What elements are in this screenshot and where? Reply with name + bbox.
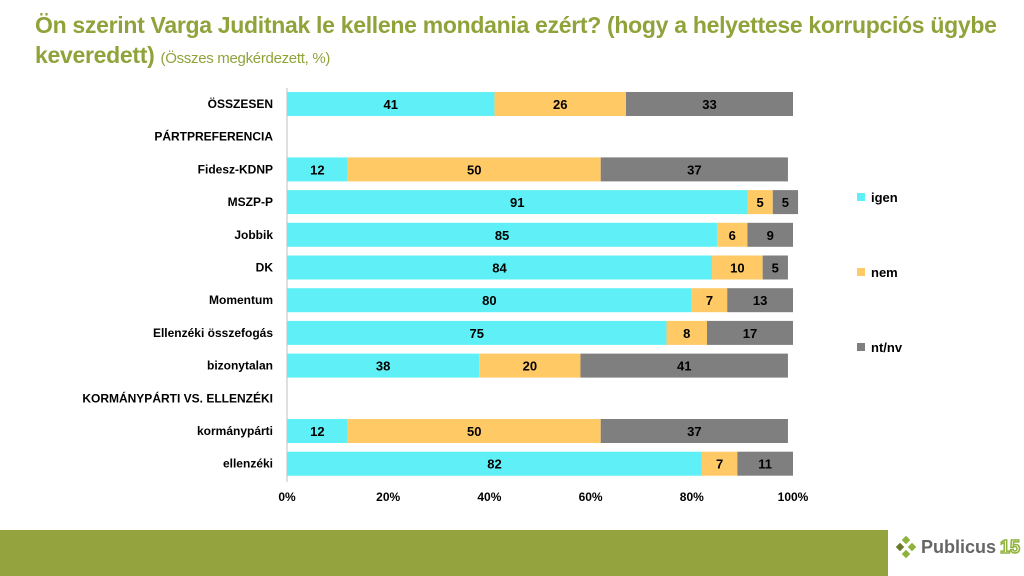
data-label: 5: [756, 195, 763, 210]
bar-segment-nt-nv: [626, 92, 793, 116]
data-label: 41: [383, 97, 397, 112]
data-label: 26: [553, 97, 567, 112]
category-label: bizonytalan: [207, 359, 273, 373]
category-label: ÖSSZESEN: [208, 96, 273, 111]
category-label: Fidesz-KDNP: [198, 162, 273, 176]
bar-segment-nt-nv: [580, 353, 788, 378]
bar-segment-nt-nv: [600, 157, 788, 182]
data-label: 12: [310, 162, 324, 177]
data-label: 8: [683, 326, 690, 341]
bar-segment-igen: [287, 320, 667, 345]
chart-title: Ön szerint Varga Juditnak le kellene mon…: [35, 10, 1005, 74]
bar-segment-igen: [287, 419, 348, 443]
data-label: 50: [467, 424, 481, 439]
title-main: Ön szerint Varga Juditnak le kellene mon…: [35, 12, 997, 68]
bar-segment-igen: [287, 222, 718, 247]
category-label: kormánypárti: [197, 424, 273, 438]
bar-segment-nem: [347, 419, 601, 443]
bar-segment-nem: [747, 190, 773, 215]
bar-segment-nem: [717, 222, 748, 247]
data-label: 13: [753, 293, 767, 308]
data-label: 37: [687, 424, 701, 439]
x-tick-label: 0%: [278, 490, 296, 504]
bar-segment-igen: [287, 157, 348, 182]
legend-swatch-nem: [857, 268, 865, 276]
bar-segment-nem: [701, 451, 738, 476]
category-label: ellenzéki: [223, 457, 273, 471]
data-label: 37: [687, 162, 701, 177]
bar-segment-igen: [287, 255, 713, 280]
bar-segment-nem: [712, 255, 763, 280]
bar-segment-nem: [479, 353, 581, 378]
legend-label: nt/nv: [871, 340, 903, 355]
x-tick-label: 80%: [680, 490, 704, 504]
legend-label: nem: [871, 265, 898, 280]
data-label: 91: [510, 195, 524, 210]
publicus-logo: Publicus 15: [895, 536, 1021, 558]
bar-segment-nt-nv: [600, 419, 788, 443]
data-label: 41: [677, 359, 691, 374]
bar-segment-igen: [287, 353, 480, 378]
data-label: 5: [782, 195, 789, 210]
logo-word: Publicus: [921, 536, 997, 557]
data-label: 38: [376, 359, 390, 374]
footer-bar: [0, 530, 888, 576]
data-label: 17: [743, 326, 757, 341]
category-label: Ellenzéki összefogás: [153, 326, 273, 340]
data-label: 84: [492, 261, 507, 276]
data-label: 12: [310, 424, 324, 439]
x-tick-label: 100%: [778, 490, 809, 504]
data-label: 5: [772, 261, 779, 276]
bar-segment-igen: [287, 288, 692, 313]
bar-segment-nem: [347, 157, 601, 182]
bar-segment-nem: [666, 320, 707, 345]
bar-segment-nt-nv: [737, 451, 793, 476]
bar-segment-nt-nv: [747, 222, 793, 247]
data-label: 7: [706, 293, 713, 308]
category-label: MSZP-P: [228, 195, 273, 209]
bar-segment-nt-nv: [706, 320, 793, 345]
data-label: 9: [767, 228, 774, 243]
bar-segment-nt-nv: [762, 255, 788, 280]
data-label: 85: [495, 228, 509, 243]
data-label: 7: [716, 457, 723, 472]
x-tick-label: 60%: [579, 490, 603, 504]
data-label: 10: [730, 261, 744, 276]
data-label: 6: [729, 228, 736, 243]
title-subtitle: (Összes megkérdezett, %): [160, 50, 331, 67]
bar-segment-nt-nv: [772, 190, 799, 215]
data-label: 50: [467, 162, 481, 177]
category-label: Jobbik: [234, 228, 273, 242]
x-tick-label: 20%: [376, 490, 400, 504]
x-tick-label: 40%: [477, 490, 501, 504]
legend-swatch-igen: [857, 193, 865, 201]
category-label: Momentum: [209, 293, 273, 307]
bar-segment-nt-nv: [727, 288, 793, 313]
data-label: 75: [470, 326, 484, 341]
logo-number: 15: [999, 536, 1021, 558]
logo-diamond-icon: [895, 536, 917, 558]
data-label: 20: [523, 359, 537, 374]
category-label: DK: [256, 261, 274, 275]
data-label: 11: [758, 457, 772, 472]
data-label: 80: [482, 293, 496, 308]
data-label: 33: [702, 97, 716, 112]
legend-swatch-nt-nv: [857, 343, 865, 351]
category-label: KORMÁNYPÁRTI VS. ELLENZÉKI: [82, 390, 273, 405]
category-label: PÁRTPREFERENCIA: [154, 129, 273, 144]
stacked-bar-chart: ÖSSZESEN 41 26 33 PÁRTPREFERENCIA Fidesz-KDNP…: [82, 88, 903, 504]
bar-segment-igen: [287, 92, 495, 116]
bar-segment-igen: [287, 190, 748, 215]
legend-label: igen: [871, 190, 898, 205]
bar-segment-igen: [287, 451, 702, 476]
bar-segment-nem: [691, 288, 728, 313]
data-label: 82: [487, 457, 501, 472]
bar-segment-nem: [494, 92, 627, 116]
